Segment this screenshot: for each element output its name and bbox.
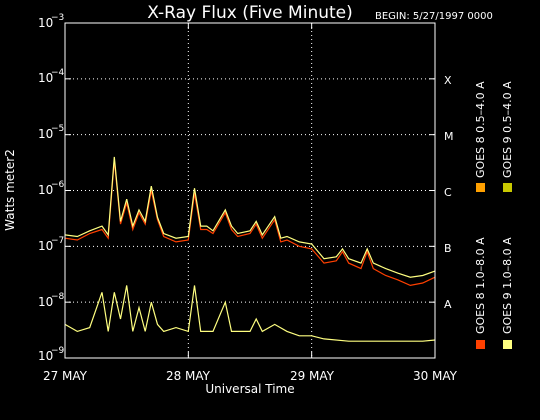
flare-class-labels: X M C B A: [444, 74, 454, 311]
x-axis-label: Universal Time: [205, 382, 294, 396]
legend-swatch: [476, 340, 485, 349]
series-line: [64, 160, 436, 287]
legend: GOES 8 1.0–8.0 A GOES 8 0.5–4.0 A GOES 9…: [474, 81, 514, 349]
chart-title: X-Ray Flux (Five Minute): [147, 3, 353, 23]
y-tick-exponent: −5: [51, 124, 64, 134]
legend-label: GOES 9 0.5–4.0 A: [501, 81, 514, 178]
y-tick-label: 10: [38, 349, 53, 363]
series-line: [64, 156, 436, 278]
y-tick-exponent: −4: [51, 68, 65, 78]
y-tick-label: 10: [38, 127, 53, 141]
x-tick-label: 29 MAY: [290, 369, 335, 383]
y-tick-label: 10: [38, 239, 53, 253]
plot-area: [64, 22, 436, 359]
y-tick-label: 10: [38, 71, 53, 85]
x-tick-label: 27 MAY: [43, 369, 88, 383]
legend-label: GOES 8 1.0–8.0 A: [474, 237, 487, 334]
x-tick-label: 30 MAY: [413, 369, 458, 383]
legend-swatch: [503, 340, 512, 349]
flare-class-label: C: [444, 186, 452, 199]
y-tick-exponent: −9: [51, 346, 65, 356]
flare-class-label: M: [444, 130, 454, 143]
series-line: [64, 285, 436, 342]
y-tick-exponent: −8: [51, 292, 65, 302]
y-axis-label: Watts meter2: [3, 149, 17, 231]
y-tick-exponent: −7: [51, 236, 64, 246]
legend-label: GOES 9 1.0–8.0 A: [501, 237, 514, 334]
legend-swatch: [476, 183, 485, 192]
y-tick-label: 10: [38, 183, 53, 197]
flare-class-label: B: [444, 242, 452, 255]
legend-swatch: [503, 183, 512, 192]
flare-class-label: A: [444, 298, 452, 311]
x-tick-label: 28 MAY: [166, 369, 211, 383]
legend-label: GOES 8 0.5–4.0 A: [474, 81, 487, 178]
y-tick-label: 10: [38, 295, 53, 309]
y-tick-exponent: −6: [51, 180, 65, 190]
y-tick-labels: 10 −3 10 −4 10 −5 10 −6 10 −7 10 −8 10 −…: [38, 13, 65, 363]
begin-label: BEGIN: 5/27/1997 0000: [375, 11, 493, 22]
y-tick-exponent: −3: [51, 13, 64, 23]
flare-class-label: X: [444, 74, 452, 87]
y-tick-label: 10: [38, 16, 53, 30]
